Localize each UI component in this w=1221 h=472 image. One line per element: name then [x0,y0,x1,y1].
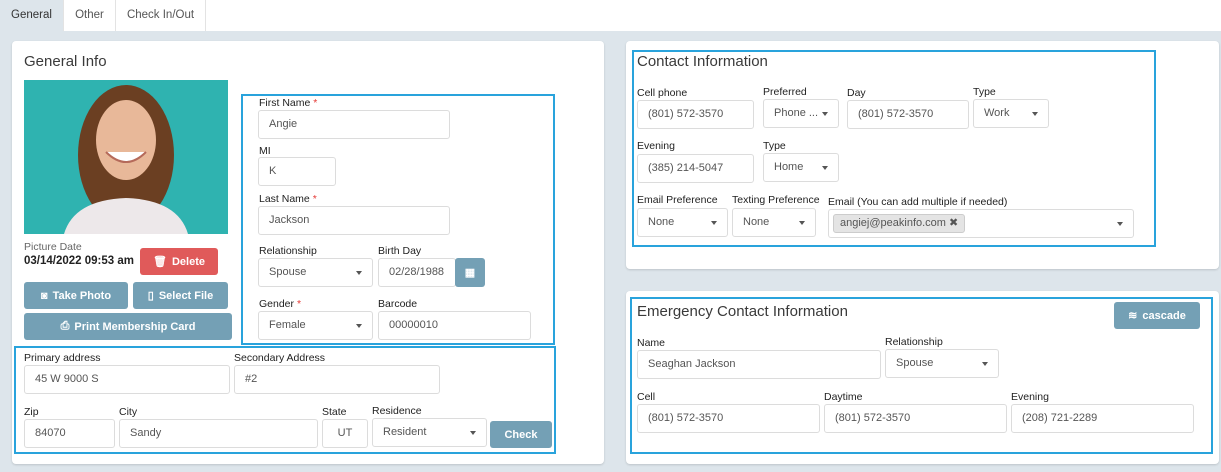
email-preference-label: Email Preference [637,194,718,206]
emergency-evening-label: Evening [1011,391,1049,403]
emergency-cell-input[interactable]: (801) 572-3570 [637,404,820,433]
relationship-select[interactable]: Spouse [258,258,373,287]
printer-icon: ⎙ [60,320,70,332]
camera-icon: ◙ [40,289,48,302]
take-photo-button[interactable]: ◙ Take Photo [24,282,128,309]
city-label: City [119,406,138,418]
calendar-icon: ▦ [464,267,476,279]
emergency-relationship-label: Relationship [885,336,943,348]
residence-select[interactable]: Resident [372,418,487,447]
tab-general[interactable]: General [0,0,64,31]
texting-preference-select[interactable]: None [732,208,816,237]
select-file-button[interactable]: ▯ Select File [133,282,228,309]
cascade-button[interactable]: ≋ cascade [1114,302,1200,329]
mi-label: MI [259,145,271,157]
zip-label: Zip [24,406,39,418]
birth-day-input[interactable]: 02/28/1988 [378,258,456,287]
print-card-label: Print Membership Card [74,320,196,333]
emergency-name-input[interactable]: Seaghan Jackson [637,350,881,379]
day-type-label: Type [973,86,996,98]
remove-icon[interactable]: ✖ [949,217,959,229]
preferred-select[interactable]: Phone ... [763,99,839,128]
file-icon: ▯ [147,290,154,302]
contact-info-title: Contact Information [637,53,768,70]
first-name-label: First Name * [259,97,318,109]
barcode-label: Barcode [378,298,418,310]
barcode-input[interactable]: 00000010 [378,311,531,340]
state-label: State [322,406,347,418]
secondary-address-input[interactable]: #2 [234,365,440,394]
evening-type-select[interactable]: Home [763,153,839,182]
emergency-daytime-label: Daytime [824,391,863,403]
emergency-contact-title: Emergency Contact Information [637,303,848,320]
name-section-highlight [241,94,555,345]
texting-preference-label: Texting Preference [732,194,820,206]
emergency-section-highlight [630,297,1213,454]
cell-phone-label: Cell phone [637,87,688,99]
general-info-title: General Info [24,53,107,70]
primary-address-label: Primary address [24,352,101,364]
select-file-label: Select File [158,289,214,302]
city-input[interactable]: Sandy [119,419,318,448]
last-name-input[interactable]: Jackson [258,206,450,235]
emergency-cell-label: Cell [637,391,656,403]
emergency-evening-input[interactable]: (208) 721-2289 [1011,404,1194,433]
state-input[interactable]: UT [322,419,368,448]
tab-bar: General Other Check In/Out [0,0,1221,31]
last-name-label: Last Name * [259,193,317,205]
calendar-button[interactable]: ▦ [455,258,485,287]
evening-phone-label: Evening [637,140,675,152]
gender-label: Gender * [259,298,302,310]
email-chip: angiej@peakinfo.com ✖ [833,214,966,233]
delete-label: Delete [171,255,205,268]
preferred-label: Preferred [763,86,807,98]
emergency-daytime-input[interactable]: (801) 572-3570 [824,404,1007,433]
day-phone-label: Day [847,87,866,99]
address-section-highlight [14,346,556,454]
picture-date-label: Picture Date [24,241,82,253]
gender-select[interactable]: Female [258,311,373,340]
birth-day-label: Birth Day [378,245,422,257]
picture-date: 03/14/2022 09:53 am [24,255,134,267]
mi-input[interactable]: K [258,157,336,186]
cascade-label: cascade [1142,309,1186,322]
emergency-relationship-select[interactable]: Spouse [885,349,999,378]
zip-input[interactable]: 84070 [24,419,115,448]
cell-phone-input[interactable]: (801) 572-3570 [637,100,754,129]
email-preference-select[interactable]: None [637,208,728,237]
tab-check-in-out[interactable]: Check In/Out [116,0,206,31]
email-chip-text: angiej@peakinfo.com [840,217,946,229]
evening-phone-input[interactable]: (385) 214-5047 [637,154,754,183]
primary-address-input[interactable]: 45 W 9000 S [24,365,230,394]
day-phone-input[interactable]: (801) 572-3570 [847,100,969,129]
first-name-input[interactable]: Angie [258,110,450,139]
take-photo-label: Take Photo [52,289,112,302]
relationship-label: Relationship [259,245,317,257]
member-photo [24,80,228,234]
print-membership-card-button[interactable]: ⎙ Print Membership Card [24,313,232,340]
trash-icon: 🗑 [153,256,167,268]
evening-type-label: Type [763,140,786,152]
check-button[interactable]: Check [490,421,552,448]
emergency-name-label: Name [637,337,666,349]
layers-icon: ≋ [1128,310,1138,322]
email-multiselect[interactable]: angiej@peakinfo.com ✖ [828,209,1134,238]
secondary-address-label: Secondary Address [234,352,326,364]
tab-other[interactable]: Other [64,0,116,31]
contact-section-highlight [632,50,1156,247]
residence-label: Residence [372,405,422,417]
delete-photo-button[interactable]: 🗑 Delete [140,248,218,275]
day-type-select[interactable]: Work [973,99,1049,128]
email-label: Email (You can add multiple if needed) [828,196,1008,208]
